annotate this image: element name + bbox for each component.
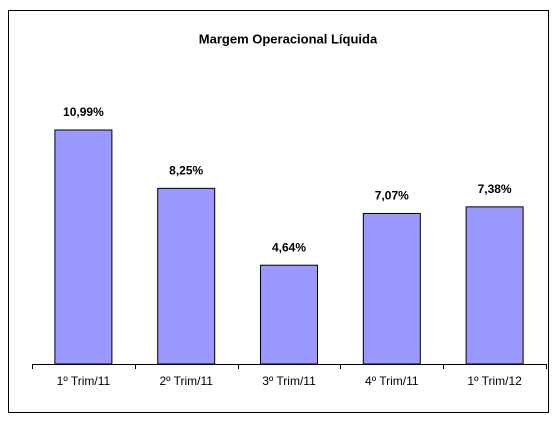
bar (465, 206, 524, 365)
x-tick-label: 1º Trim/11 (57, 374, 111, 388)
x-tick-label: 4º Trim/11 (365, 374, 419, 388)
chart-title: Margem Operacional Líquida (199, 31, 378, 46)
x-tick-label: 1º Trim/12 (467, 374, 522, 388)
data-label: 4,64% (272, 240, 306, 254)
data-label: 10,99% (63, 105, 104, 119)
x-tick-label: 3º Trim/11 (262, 374, 316, 388)
x-tick-label: 2º Trim/11 (159, 374, 213, 388)
bar (157, 187, 216, 365)
data-label: 7,38% (478, 182, 512, 196)
data-label: 7,07% (375, 189, 409, 203)
bar (260, 264, 318, 365)
data-label: 8,25% (169, 164, 203, 178)
bar (362, 212, 421, 365)
bar (54, 129, 113, 365)
